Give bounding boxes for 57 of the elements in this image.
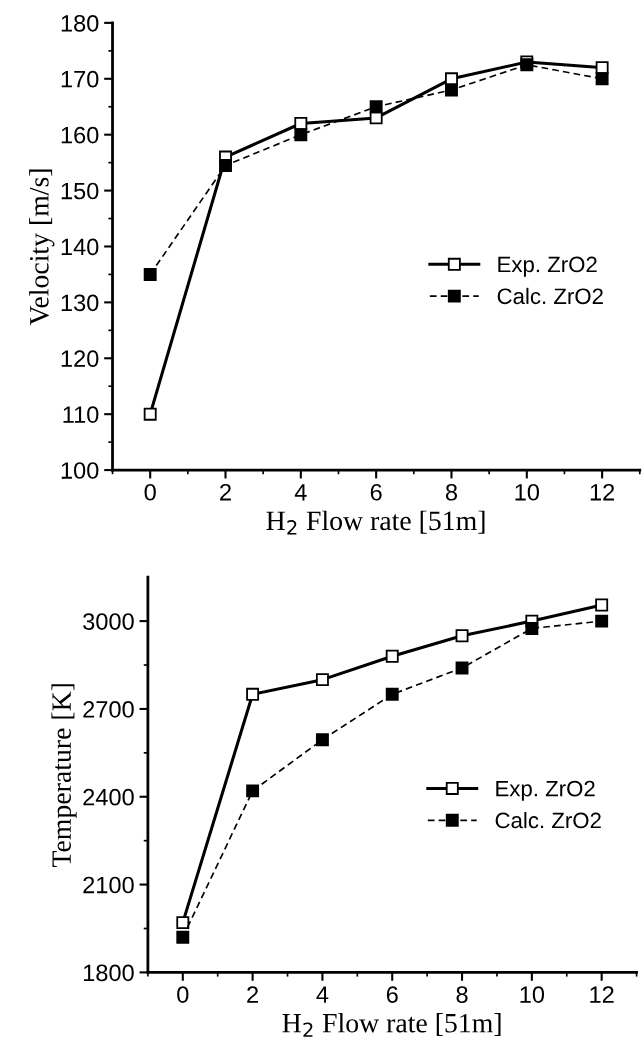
y-tick-label: 140 [61,238,99,256]
point [315,733,329,747]
x-tick-label: 4 [294,484,307,501]
y-tick-label: 2700 [83,701,134,718]
point [143,407,157,421]
point [595,72,609,86]
x-tick-label: 2 [247,986,258,1003]
y-tick-label: 110 [63,406,99,423]
point [525,621,539,635]
y-tick-label: 2100 [83,876,134,894]
point [595,598,609,612]
x-axis-title: H$_{2}$ Flow rate [51m] [282,1012,501,1037]
point [315,673,329,687]
y-tick-label: 2400 [83,788,134,806]
point [455,661,469,675]
y-tick-label: 130 [61,294,99,312]
y-tick-label: 180 [61,14,99,32]
point [176,930,190,944]
legend-label: Calc. ZrO2 [497,287,603,305]
x-tick-label: 6 [370,483,382,501]
y-tick-label: 1800 [83,964,134,982]
point [143,267,157,281]
x-tick-label: 4 [316,986,329,1003]
x-tick-label: 10 [520,986,545,1003]
x-tick-label: 12 [590,483,615,501]
point [385,687,399,701]
y-tick-label: 100 [61,462,99,479]
y-axis-title: Temperature [K] [51,684,77,868]
point [246,687,260,701]
point [385,649,399,663]
point [445,83,458,97]
point [595,614,609,628]
legend-label: Exp. ZrO2 [498,256,597,277]
x-tick-label: 12 [590,986,614,1003]
legend-label: Exp. ZrO2 [496,780,595,801]
x-tick-label: 8 [456,986,468,1003]
y-tick-label: 120 [61,350,99,368]
y-tick-label: 160 [61,126,99,144]
x-axis-title: H$_{2}$ Flow rate [51m] [266,510,485,535]
point [176,916,190,930]
x-tick-label: 0 [144,483,156,501]
x-tick-label: 6 [386,986,398,1003]
y-axis-title: Velocity [m/s] [29,169,55,326]
y-tick-label: 150 [61,182,99,200]
point [294,128,308,142]
legend-label: Calc. ZrO2 [495,811,601,829]
point [369,100,383,114]
point [445,72,458,86]
x-tick-label: 8 [445,483,458,501]
x-tick-label: 10 [515,483,540,501]
y-tick-label: 3000 [83,613,134,630]
y-tick-label: 170 [61,70,99,88]
x-tick-label: 2 [220,483,231,501]
x-tick-label: 0 [177,986,189,1003]
point [246,784,260,798]
point [455,629,469,643]
point [219,158,232,172]
